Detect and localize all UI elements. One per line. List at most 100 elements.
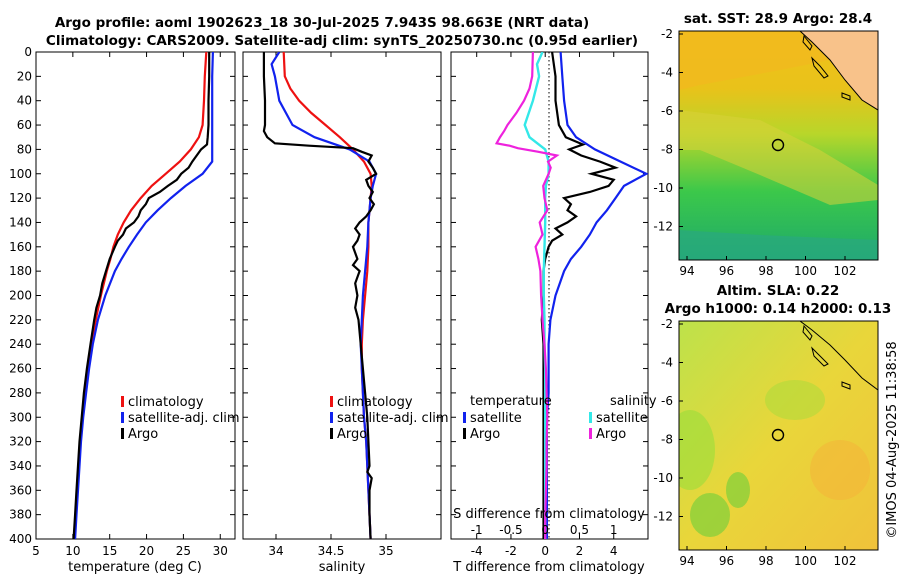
latitude-tick-label: -8 xyxy=(661,433,673,447)
t-difference-xlabel: T difference from climatology xyxy=(452,560,645,575)
temperature-tick-label: 5 xyxy=(32,544,40,558)
legend-satellite-swatch xyxy=(330,412,333,423)
salinity-legend: climatology satellite-adj. clim Argo xyxy=(330,395,449,442)
temperature-argo-line xyxy=(72,52,211,539)
t-difference-x-axis: -4 -2 0 2 4 xyxy=(471,52,618,558)
latitude-tick-label: -12 xyxy=(653,510,673,524)
argo-float-location-marker xyxy=(771,428,785,442)
low-sla-region xyxy=(726,472,750,508)
difference-legend: temperature satellite Argo salinity sate… xyxy=(463,394,657,442)
cool-water-region xyxy=(679,230,878,260)
legend-climatology-swatch xyxy=(121,396,124,407)
sla-map-frame xyxy=(678,320,879,551)
t-difference-tick-label: -4 xyxy=(471,544,483,558)
longitude-tick-label: 100 xyxy=(794,554,817,568)
salinity-panel: 34 34.5 35 climatology satellite-adj. clim… xyxy=(242,51,449,575)
temperature-tick-label: 25 xyxy=(176,544,191,558)
sumatra-land xyxy=(799,31,878,111)
legend-s-argo-label: Argo xyxy=(596,427,626,442)
depth-tick-label: 20 xyxy=(17,69,32,83)
depth-tick-label: 320 xyxy=(9,435,32,449)
depth-tick-label: 280 xyxy=(9,386,32,400)
latitude-tick-label: -4 xyxy=(661,356,673,370)
argo-float-location-marker xyxy=(771,138,785,152)
legend-t-satellite-swatch xyxy=(463,412,466,423)
low-sla-region xyxy=(679,410,715,490)
s-diff-satellite-line xyxy=(523,52,550,539)
depth-tick-label: 0 xyxy=(24,45,32,59)
temperature-tick-label: 10 xyxy=(65,544,80,558)
longitude-tick-label: 98 xyxy=(758,264,773,278)
figure-title-line2: Climatology: CARS2009. Satellite-adj cli… xyxy=(46,33,638,49)
difference-depth-ticks xyxy=(451,51,648,540)
t-diff-argo-line xyxy=(540,52,620,539)
latitude-tick-label: -10 xyxy=(653,181,673,195)
s-difference-axis-label: S difference from climatology xyxy=(453,507,645,522)
imos-timestamp: ©IMOS 04-Aug-2025 11:38:58 xyxy=(885,341,900,538)
depth-tick-label: 140 xyxy=(9,215,32,229)
legend-salinity-heading: salinity xyxy=(610,394,657,409)
t-difference-tick-label: 0 xyxy=(541,544,549,558)
island-outline xyxy=(802,34,813,51)
depth-tick-label: 300 xyxy=(9,410,32,424)
island-outline xyxy=(811,346,829,367)
sst-map-frame xyxy=(678,30,879,261)
sst-map-panel: sat. SST: 28.9 Argo: 28.4 94 96 98 100 102 -2… xyxy=(653,11,879,278)
legend-s-satellite-label: satellite xyxy=(596,411,648,426)
depth-tick-label: 400 xyxy=(9,532,32,546)
temperature-xlabel: temperature (deg C) xyxy=(68,560,202,575)
t-difference-tick-label: 2 xyxy=(576,544,584,558)
legend-satellite-label: satellite-adj. clim xyxy=(337,411,449,426)
depth-tick-label: 240 xyxy=(9,337,32,351)
salinity-x-axis: 34 34.5 35 xyxy=(268,52,394,558)
legend-climatology-label: climatology xyxy=(128,395,204,410)
difference-panel: -4 -2 0 2 4 temperature satellite Argo salin… xyxy=(450,51,657,575)
legend-t-satellite-label: satellite xyxy=(470,411,522,426)
legend-argo-label: Argo xyxy=(128,427,158,442)
longitude-tick-label: 98 xyxy=(758,554,773,568)
s-difference-tick-label: -1 xyxy=(471,523,483,537)
salinity-axes-frame xyxy=(242,51,442,540)
depth-tick-label: 360 xyxy=(9,483,32,497)
s-difference-tick-label: 0 xyxy=(541,523,549,537)
longitude-tick-label: 94 xyxy=(679,554,694,568)
temperature-legend: climatology satellite-adj. clim Argo xyxy=(121,395,240,442)
temperature-axes-frame xyxy=(35,51,236,540)
t-difference-tick-label: -2 xyxy=(505,544,517,558)
legend-s-satellite-swatch xyxy=(589,412,592,423)
sla-map-title-line1: Altim. SLA: 0.22 xyxy=(717,283,839,299)
salinity-tick-label: 34.5 xyxy=(318,544,345,558)
depth-axis: 0 20 40 60 80 100 120 140 160 180 200 220 240 260 280 3… xyxy=(9,45,235,546)
temperature-satellite-line xyxy=(74,52,214,539)
longitude-tick-label: 96 xyxy=(719,554,734,568)
island-outline xyxy=(811,56,829,79)
temperature-tick-label: 15 xyxy=(102,544,117,558)
s-diff-argo-line xyxy=(494,52,560,539)
latitude-tick-label: -4 xyxy=(661,66,673,80)
latitude-tick-label: -2 xyxy=(661,317,673,331)
legend-climatology-swatch xyxy=(330,396,333,407)
depth-tick-label: 80 xyxy=(17,142,32,156)
depth-tick-label: 160 xyxy=(9,240,32,254)
legend-t-argo-swatch xyxy=(463,428,466,439)
legend-argo-swatch xyxy=(330,428,333,439)
warm-water-region xyxy=(679,31,830,90)
temperature-tick-label: 20 xyxy=(139,544,154,558)
salinity-tick-label: 35 xyxy=(378,544,393,558)
sla-map-panel: Altim. SLA: 0.22 Argo h1000: 0.14 h2000:… xyxy=(653,283,891,568)
figure-title-line1: Argo profile: aoml 1902623_18 30-Jul-202… xyxy=(55,15,589,31)
temperature-x-axis: 5 10 15 20 25 30 xyxy=(32,52,228,558)
t-difference-tick-label: 4 xyxy=(610,544,618,558)
legend-temperature-heading: temperature xyxy=(470,394,552,409)
longitude-tick-label: 96 xyxy=(719,264,734,278)
s-difference-axis: -1 -0.5 0 0.5 1 xyxy=(471,523,618,537)
legend-t-argo-label: Argo xyxy=(470,427,500,442)
sumatra-coastline xyxy=(799,321,878,391)
salinity-xlabel: salinity xyxy=(319,560,366,575)
salinity-satellite-line xyxy=(270,52,378,539)
warm-tongue-region xyxy=(679,110,878,205)
depth-tick-label: 340 xyxy=(9,459,32,473)
sla-map-axes: 94 96 98 100 102 -2 -4 -6 -8 -10 -12 xyxy=(653,317,856,568)
sst-map-title: sat. SST: 28.9 Argo: 28.4 xyxy=(684,11,872,27)
